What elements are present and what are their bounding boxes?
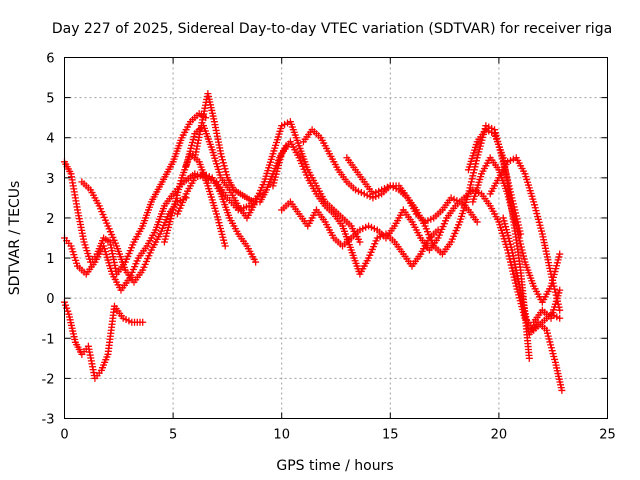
data-point <box>548 273 556 281</box>
data-point <box>219 159 227 167</box>
x-tick-label: 15 <box>382 428 399 443</box>
axis-ticks: 0 5 10 15 20 25 -3 -2 -1 0 1 2 3 4 5 6 <box>42 52 616 443</box>
series-arc-17 <box>530 286 564 326</box>
chart-title: Day 227 of 2025, Sidereal Day-to-day VTE… <box>52 21 612 37</box>
data-point <box>221 242 229 250</box>
data-point <box>139 318 147 326</box>
data-point <box>64 307 72 315</box>
x-tick-label: 0 <box>60 428 68 443</box>
x-axis-label: GPS time / hours <box>276 458 393 474</box>
data-point <box>220 162 228 170</box>
data-point <box>556 286 564 294</box>
data-point <box>525 354 533 362</box>
series-arc-8 <box>160 150 229 250</box>
x-tick-label: 20 <box>491 428 508 443</box>
data-point <box>556 250 564 258</box>
data-point <box>507 261 515 269</box>
data-point <box>252 258 260 266</box>
data-point <box>509 267 517 275</box>
data-point <box>466 184 474 192</box>
y-tick-label: 4 <box>46 132 54 147</box>
data-point <box>469 172 477 180</box>
data-point <box>467 178 475 186</box>
y-tick-label: 0 <box>46 292 54 307</box>
y-tick-label: 6 <box>46 52 54 67</box>
data-point <box>511 276 519 284</box>
y-tick-label: 2 <box>46 212 54 227</box>
data-point <box>509 270 517 278</box>
series-arc-2 <box>61 298 147 382</box>
data-point <box>520 252 528 260</box>
series-arc-10 <box>278 186 564 334</box>
series-arc-4 <box>78 178 190 286</box>
x-tick-label: 10 <box>273 428 290 443</box>
data-point <box>218 153 226 161</box>
data-point <box>467 181 475 189</box>
data-point <box>556 306 564 314</box>
data-point <box>550 282 558 290</box>
data-point <box>222 168 230 176</box>
data-point <box>551 288 559 296</box>
data-point <box>558 386 566 394</box>
data-point <box>473 218 481 226</box>
data-point <box>551 285 559 293</box>
data-point <box>549 279 557 287</box>
grid <box>64 57 608 419</box>
data-point <box>548 276 556 284</box>
y-tick-label: 1 <box>46 252 54 267</box>
data-point <box>520 255 528 263</box>
data-point <box>519 249 527 257</box>
data-point <box>219 156 227 164</box>
data-point <box>512 279 520 287</box>
y-tick-label: -2 <box>42 372 55 387</box>
data-point <box>356 238 364 246</box>
x-tick-label: 25 <box>599 428 616 443</box>
data-point <box>508 264 516 272</box>
data-point <box>223 171 231 179</box>
series-arc-16 <box>464 126 533 362</box>
data-point <box>217 150 225 158</box>
data-point <box>221 165 229 173</box>
plot-frame <box>64 57 608 419</box>
data-point <box>470 169 478 177</box>
x-tick-label: 5 <box>169 428 177 443</box>
data-point <box>517 243 525 251</box>
series-arc-7 <box>173 170 260 266</box>
data-point <box>556 314 564 322</box>
data-point <box>62 301 70 309</box>
y-tick-label: 3 <box>46 172 54 187</box>
y-tick-label: -3 <box>42 413 55 428</box>
data-point <box>468 175 476 183</box>
y-axis-label: SDTVAR / TECUs <box>7 181 23 296</box>
data-marks <box>61 90 566 394</box>
series-arc-9 <box>269 138 442 278</box>
data-point <box>510 273 518 281</box>
data-point <box>464 190 472 198</box>
data-point <box>518 246 526 254</box>
data-point <box>547 270 555 278</box>
y-tick-label: 5 <box>46 92 54 107</box>
y-tick-label: -1 <box>42 332 55 347</box>
series-arc-12 <box>343 122 525 258</box>
data-point <box>465 187 473 195</box>
